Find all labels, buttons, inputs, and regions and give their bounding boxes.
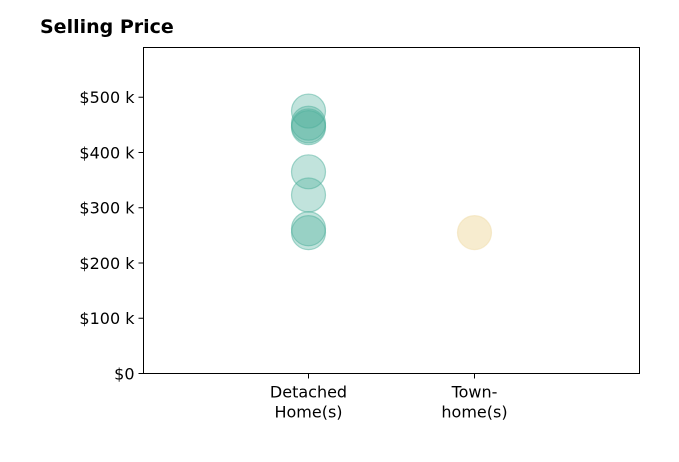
y-tick-label: $200 k bbox=[79, 254, 135, 273]
data-point bbox=[456, 215, 493, 251]
y-tick-label: $500 k bbox=[79, 88, 135, 107]
x-tick-label: Town-home(s) bbox=[441, 383, 507, 422]
x-tick-label: Detached Home(s) bbox=[270, 383, 347, 422]
plot-frame bbox=[143, 47, 640, 374]
chart-title: Selling Price bbox=[40, 16, 174, 38]
data-point bbox=[290, 215, 327, 251]
y-tick-label: $300 k bbox=[79, 199, 135, 218]
y-tick-label: $400 k bbox=[79, 143, 135, 162]
y-tick-label: $100 k bbox=[79, 309, 135, 328]
x-axis: Detached Home(s) Town-home(s) bbox=[270, 373, 508, 422]
data-point bbox=[290, 110, 327, 146]
y-axis: $0 $100 k $200 k $300 k $400 k $500 k bbox=[79, 88, 144, 384]
data-point bbox=[290, 177, 327, 213]
data-points bbox=[290, 93, 493, 251]
y-tick-label: $0 bbox=[114, 365, 134, 384]
